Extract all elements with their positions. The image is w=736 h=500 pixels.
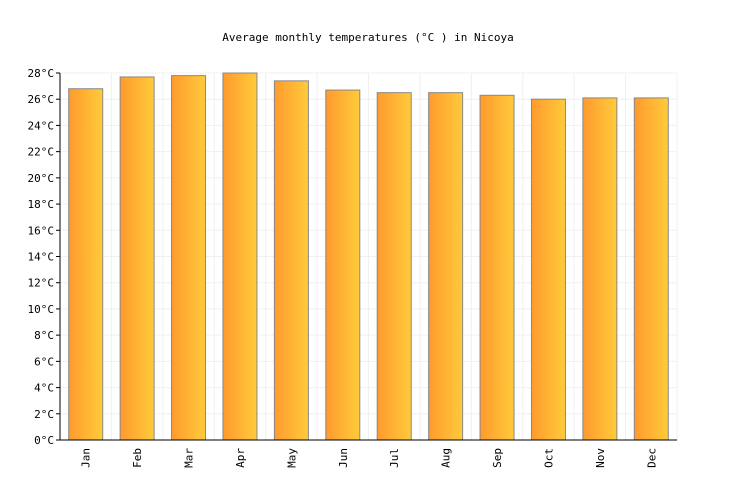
- y-tick-labels: 0°C 2°C 4°C 6°C 8°C 10°C 12°C 14°C 16°C 18°C 20°C 2…: [28, 67, 60, 447]
- x-tick-label-jun: Jun: [337, 448, 350, 468]
- x-tick-label-jul: Jul: [388, 448, 401, 468]
- x-tick-label-oct: Oct: [542, 448, 555, 468]
- y-tick-label: 2°C: [34, 408, 54, 421]
- x-tick-label-dec: Dec: [645, 448, 658, 468]
- y-tick-label: 22°C: [28, 146, 55, 159]
- y-tick-label: 4°C: [34, 382, 54, 395]
- y-tick-label: 26°C: [28, 93, 55, 106]
- bar-may: [273, 80, 309, 441]
- y-tick-label: 0°C: [34, 434, 54, 447]
- y-tick-label: 6°C: [34, 355, 54, 368]
- bar-series: [68, 72, 669, 441]
- bar-feb: [119, 76, 155, 441]
- x-tick-label-nov: Nov: [594, 448, 607, 468]
- y-tick-label: 28°C: [28, 67, 55, 80]
- y-tick-label: 10°C: [28, 303, 55, 316]
- y-tick-label: 12°C: [28, 277, 55, 290]
- x-tick-label-mar: Mar: [183, 448, 196, 468]
- bar-dec: [633, 97, 669, 441]
- y-tick-label: 24°C: [28, 119, 55, 132]
- bar-mar: [171, 75, 207, 441]
- bar-jun: [325, 89, 361, 441]
- y-tick-label: 8°C: [34, 329, 54, 342]
- bar-aug: [428, 92, 464, 441]
- x-tick-label-aug: Aug: [440, 448, 453, 468]
- bar-oct: [530, 98, 566, 441]
- x-tick-label-jan: Jan: [80, 448, 93, 468]
- x-tick-label-feb: Feb: [131, 448, 144, 468]
- y-tick-label: 18°C: [28, 198, 55, 211]
- bar-jan: [68, 88, 104, 441]
- x-tick-label-sep: Sep: [491, 448, 504, 468]
- y-tick-label: 14°C: [28, 251, 55, 264]
- x-tick-label-may: May: [285, 448, 298, 468]
- x-tick-labels: Jan Feb Mar Apr May Jun Jul Aug Sep Oct Nov Dec: [80, 448, 659, 468]
- bar-nov: [582, 97, 618, 441]
- bar-jul: [376, 92, 412, 441]
- y-tick-label: 20°C: [28, 172, 55, 185]
- chart-title: Average monthly temperatures (°C ) in Ni…: [222, 31, 513, 44]
- bar-sep: [479, 94, 515, 441]
- bar-apr: [222, 72, 258, 441]
- x-tick-label-apr: Apr: [234, 448, 247, 468]
- y-tick-label: 16°C: [28, 224, 55, 237]
